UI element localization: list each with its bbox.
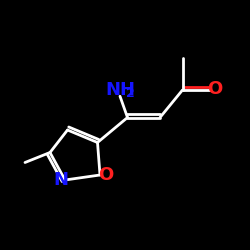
Text: N: N xyxy=(53,171,68,189)
Text: O: O xyxy=(208,80,223,98)
Text: NH: NH xyxy=(105,81,135,99)
Text: O: O xyxy=(98,166,113,184)
Text: 2: 2 xyxy=(126,87,135,100)
